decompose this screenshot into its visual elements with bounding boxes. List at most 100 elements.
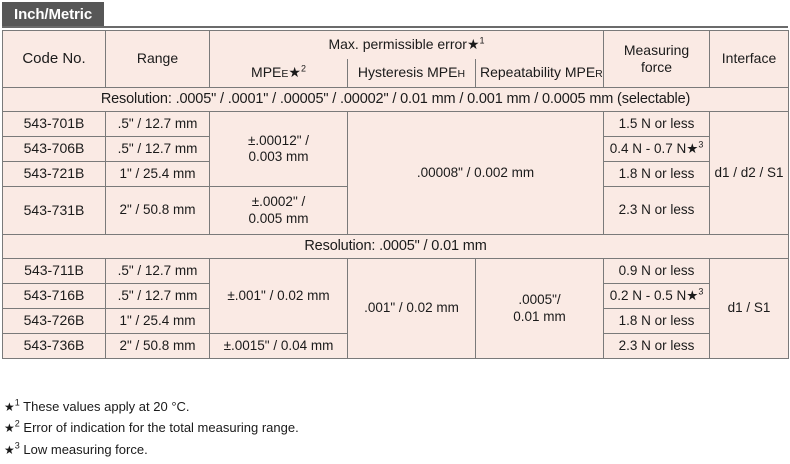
footnote-3-marker: 3 [14,440,20,451]
cell-code-no: 543-716B [2,283,106,309]
resolution-label-2: Resolution: .0005" / 0.01 mm [1,234,790,259]
col-header-code-no: Code No. [2,30,106,88]
table-row: 543-716B .5" / 12.7 mm 0.2 N - 0.5 N★3 [2,283,789,309]
cell-range: .5" / 12.7 mm [105,258,210,284]
header-row-bottom: MPEE★2 Hysteresis MPEH Repeatability MPE… [3,59,789,88]
tab-underline [2,26,788,28]
specification-table: Code No. Range Max. permissible error★1 … [1,30,790,359]
resolution-row-1: Resolution: .0005" / .0001" / .00005" / … [1,87,790,112]
col-header-max-permissible-error: Max. permissible error★1 [208,30,605,59]
cell-measuring-force: 2.3 N or less [603,186,711,235]
header-row-top: Code No. Range Max. permissible error★1 … [2,30,790,88]
force-text: 0.4 N - 0.7 N [609,140,687,156]
footnote-marker-3: ★ [686,140,699,156]
cell-mpe-e-group-1: ±.001" / 0.02 mm [209,258,348,334]
mpe-e-g1-line2: 0.003 mm [248,149,309,164]
cell-range: 2" / 50.8 mm [105,333,210,359]
footnote-1-text: These values apply at 20 °C. [23,399,190,414]
footnote-marker-1: ★ [466,36,480,53]
footnote-2-marker: 2 [14,419,20,430]
repeatability-subscript: R [595,68,603,81]
table-row: 543-711B .5" / 12.7 mm ±.001" / 0.02 mm … [2,258,790,359]
cell-measuring-force: 1.5 N or less [603,111,711,137]
cell-code-no: 543-726B [2,308,106,334]
tab-inch-metric[interactable]: Inch/Metric [2,2,105,26]
footnote-marker-3-num: 3 [698,139,704,150]
cell-range: 2" / 50.8 mm [105,186,210,235]
mpe-e-subscript: E [281,68,289,81]
table-row: 543-721B 1" / 25.4 mm 1.8 N or less [2,161,789,187]
cell-range: .5" / 12.7 mm [105,111,210,137]
footnote-3: ★3 Low measuring force. [4,439,784,460]
cell-range: 1" / 25.4 mm [105,161,210,187]
table-row: 543-736B 2" / 50.8 mm ±.0015" / 0.04 mm … [2,333,789,359]
mpe-e-g2-line2: 0.005 mm [248,210,309,226]
mpe-e-g1-line1: ±.00012" / [248,132,309,148]
col-header-interface: Interface [709,30,790,88]
footnote-3-text: Low measuring force. [23,441,148,457]
cell-code-no: 543-721B [2,161,106,187]
cell-mpe-e-group-2: ±.0015" / 0.04 mm [209,333,348,359]
cell-measuring-force: 1.8 N or less [603,161,711,187]
cell-range: .5" / 12.7 mm [105,283,210,309]
spec-table-wrapper: Code No. Range Max. permissible error★1 … [1,30,790,359]
cell-code-no: 543-736B [2,333,106,359]
table-row: 543-726B 1" / 25.4 mm 1.8 N or less [2,308,789,334]
measuring-force-line2: force [640,59,673,75]
cell-measuring-force: 0.4 N - 0.7 N★3 [603,136,711,162]
footnote-1: ★1 These values apply at 20 °C. [4,396,784,417]
force-text: 1.8 N or less [618,312,695,328]
cell-measuring-force: 0.2 N - 0.5 N★3 [603,283,711,309]
cell-mpe-e-group-1: ±.00012" / 0.003 mm [209,111,348,187]
cell-measuring-force: 2.3 N or less [603,333,711,359]
cell-range: .5" / 12.7 mm [105,136,210,162]
force-text: 0.9 N or less [618,262,695,278]
tab-bar: Inch/Metric [0,0,790,28]
repeatability-line2: 0.01 mm [513,308,566,324]
footnote-marker-3-num: 3 [698,286,704,297]
cell-measuring-force: 1.8 N or less [603,308,711,334]
footnote-marker-3: ★ [686,287,699,303]
footnote-2: ★2 Error of indication for the total mea… [4,417,784,438]
col-header-measuring-force: Measuring force [603,30,711,88]
col-header-range: Range [105,30,210,88]
cell-code-no: 543-701B [2,111,106,137]
table-row: 543-706B .5" / 12.7 mm 0.4 N - 0.7 N★3 [2,136,789,162]
footnote-2-star: ★ [4,421,15,436]
col-header-hysteresis-mpe-h: Hysteresis MPEH [347,59,476,88]
table-row: 543-701B .5" / 12.7 mm ±.00012" / 0.003 … [2,111,790,235]
cell-code-no: 543-711B [2,258,106,284]
max-permissible-error-label: Max. permissible error [328,36,467,53]
force-text: 2.3 N or less [618,337,695,353]
force-text: 2.3 N or less [618,202,695,218]
table-head: Code No. Range Max. permissible error★1 … [2,30,790,88]
mpe-e-g2-line1: ±.0002" / [251,194,306,210]
cell-range: 1" / 25.4 mm [105,308,210,334]
tab-label: Inch/Metric [14,5,93,23]
cell-measuring-force: 0.9 N or less [603,258,711,284]
col-header-repeatability-mpe-r: Repeatability MPER [474,59,605,88]
col-header-mpe-e: MPEE★2 [209,59,348,88]
footnote-marker-2-num: 2 [300,63,306,74]
footnote-3-star: ★ [4,442,15,457]
hysteresis-label: Hysteresis MPE [357,64,458,81]
footnotes-block: ★1 These values apply at 20 °C. ★2 Error… [4,396,784,460]
footnote-marker-2: ★ [288,64,301,81]
repeatability-label: Repeatability MPE [480,64,596,81]
force-text: 1.5 N or less [618,115,695,131]
cell-interface: d1 / S1 [709,258,790,359]
footnote-1-star: ★ [4,400,15,414]
cell-mpe-e-group-2: ±.0002" / 0.005 mm [209,186,348,235]
table-row: 543-731B 2" / 50.8 mm ±.0002" / 0.005 mm… [2,186,789,235]
measuring-force-line1: Measuring [623,41,690,58]
footnote-2-text: Error of indication for the total measur… [23,420,299,436]
force-text: 1.8 N or less [618,165,695,181]
repeatability-line1: .0005"/ [518,292,561,308]
cell-interface: d1 / d2 / S1 [709,111,790,235]
resolution-label-1: Resolution: .0005" / .0001" / .00005" / … [1,87,790,112]
cell-code-no: 543-706B [2,136,106,162]
cell-code-no: 543-731B [2,186,106,235]
footnote-marker-1-num: 1 [479,35,485,46]
table-body-group-1: Resolution: .0005" / .0001" / .00005" / … [1,87,790,235]
